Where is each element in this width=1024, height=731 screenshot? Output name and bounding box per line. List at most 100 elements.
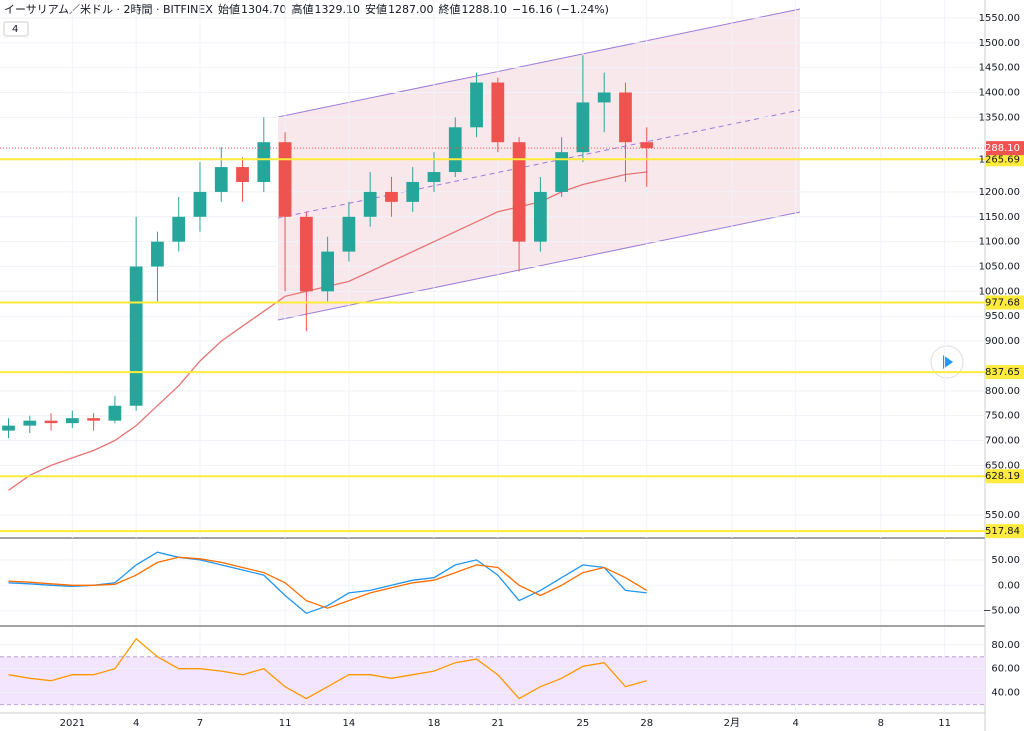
level-label: 517.84 [985, 526, 1020, 537]
indicator-toggle[interactable] [3, 21, 29, 37]
x-tick-label: 11 [279, 718, 292, 729]
x-tick-label: 7 [197, 718, 203, 729]
y-tick-label: 700.00 [985, 436, 1020, 447]
ohlc-value: 1288.10 [462, 3, 508, 16]
y-tick-label: −50.00 [983, 606, 1020, 617]
y-tick-label: 0.00 [998, 580, 1020, 591]
x-tick-label: 28 [640, 718, 653, 729]
ohlc-name: 終値 [439, 2, 461, 16]
price-change: −16.16 (−1.24%) [512, 3, 609, 16]
candle-body [129, 266, 143, 406]
ohlc-name: 安値 [365, 2, 387, 16]
level-tag [986, 365, 1024, 380]
candle-body [597, 92, 611, 103]
y-tick-label: 1050.00 [979, 262, 1020, 273]
last-price-tag [986, 141, 1024, 156]
x-tick-label: 18 [428, 718, 441, 729]
symbol-title: イーサリアム／米ドル · 2時間 · BITFINEX [4, 3, 213, 16]
candle-body [44, 420, 58, 424]
level-tag [986, 295, 1024, 310]
candle-body [257, 142, 271, 182]
y-tick-label: 550.00 [985, 510, 1020, 521]
y-tick-label: 1550.00 [979, 13, 1020, 24]
channel-mid [277, 109, 801, 219]
candle-body [151, 241, 164, 267]
candle-body [491, 82, 505, 143]
level-label: 977.68 [985, 297, 1020, 308]
candle-body [533, 191, 547, 242]
y-tick-label: 900.00 [985, 336, 1020, 347]
y-tick-label: 50.00 [991, 555, 1020, 566]
x-tick-label: 8 [878, 718, 884, 729]
play-icon [943, 355, 953, 369]
candle-body [214, 167, 228, 192]
y-tick-label: 40.00 [991, 688, 1020, 699]
y-tick-label: 1150.00 [979, 212, 1020, 223]
ohlc-value: 1329.10 [315, 3, 361, 16]
y-tick-label: 1350.00 [979, 112, 1020, 123]
y-tick-label: 950.00 [985, 311, 1020, 322]
candle-body [65, 418, 79, 424]
candle-body [640, 142, 654, 149]
candle-body [576, 102, 590, 153]
x-tick-label: 11 [938, 718, 951, 729]
x-tick-label: 25 [577, 718, 590, 729]
level-label: 1265.69 [979, 154, 1020, 165]
y-tick-label: 1200.00 [979, 187, 1020, 198]
candle-body [619, 92, 632, 143]
candle-body [278, 142, 292, 217]
indicator-count[interactable]: 4 [12, 24, 18, 35]
level-tag [986, 524, 1024, 539]
candle-body [448, 127, 462, 173]
candle-body [555, 152, 569, 192]
candle-body [470, 82, 483, 128]
indicator-line [8, 637, 647, 700]
level-tag [986, 152, 1024, 167]
candle-body [87, 418, 100, 421]
ohlc-name: 始値 [218, 2, 240, 16]
y-tick-label: 80.00 [991, 640, 1020, 651]
x-tick-label: 2021 [60, 718, 85, 729]
candle-body [385, 191, 398, 202]
y-tick-label: 1500.00 [979, 38, 1020, 49]
channel-top [277, 8, 801, 118]
x-tick-label: 14 [343, 718, 356, 729]
y-tick-label: 750.00 [985, 411, 1020, 422]
level-label: 837.65 [985, 367, 1020, 378]
level-tag [986, 469, 1024, 484]
y-tick-label: 1450.00 [979, 63, 1020, 74]
candle-body [236, 167, 249, 182]
candle-body [299, 216, 313, 292]
y-tick-label: 1100.00 [979, 237, 1020, 248]
candle-body [363, 191, 377, 217]
x-tick-label: 21 [491, 718, 504, 729]
candle-body [342, 216, 356, 252]
candle-body [512, 142, 526, 242]
ohlc-values: 始値 1304.70 高値 1329.10 安値 1287.00 終値 1288.10 −16.… [218, 2, 609, 16]
y-tick-label: 650.00 [985, 460, 1020, 471]
candle-body [2, 425, 15, 431]
y-tick-label: 1000.00 [979, 286, 1020, 297]
candle-body [172, 216, 186, 242]
candle-body [321, 251, 335, 292]
indicator-line [8, 556, 648, 609]
ohlc-value: 1304.70 [241, 3, 287, 16]
candle-body [427, 172, 441, 182]
candle-body [108, 405, 122, 421]
x-tick-label: 4 [133, 718, 139, 729]
level-label: 628.19 [985, 471, 1020, 482]
x-tick-label: 2月 [724, 717, 740, 729]
candle-body [23, 420, 37, 426]
channel-fill [278, 9, 800, 320]
x-tick-label: 4 [792, 718, 798, 729]
last-price-label: 1288.10 [979, 143, 1020, 154]
ohlc-name: 高値 [292, 2, 314, 16]
y-tick-label: 60.00 [991, 664, 1020, 675]
rsi-band [0, 656, 985, 705]
candle-body [406, 181, 420, 202]
indicator-line [8, 551, 647, 615]
candle-body [193, 191, 207, 217]
y-tick-label: 800.00 [985, 386, 1020, 397]
